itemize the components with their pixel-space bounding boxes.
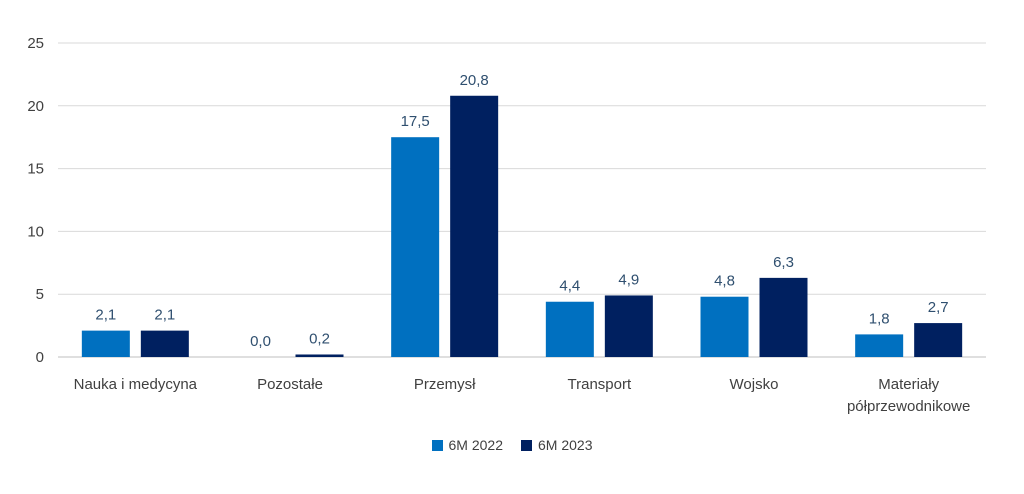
y-tick-label: 25 bbox=[27, 35, 44, 52]
x-tick-label: Transport bbox=[568, 376, 632, 393]
legend: 6M 2022 6M 2023 bbox=[0, 437, 1024, 453]
bar bbox=[450, 95, 499, 357]
legend-label-2022: 6M 2022 bbox=[448, 437, 503, 453]
bar bbox=[914, 323, 963, 357]
bar bbox=[295, 354, 344, 357]
bar bbox=[391, 137, 440, 357]
y-tick-label: 0 bbox=[36, 349, 44, 366]
legend-item-2023: 6M 2023 bbox=[521, 437, 592, 453]
x-tick-label: Wojsko bbox=[730, 376, 779, 393]
data-label: 2,1 bbox=[154, 307, 175, 324]
y-tick-label: 5 bbox=[36, 286, 44, 303]
y-tick-label: 15 bbox=[27, 161, 44, 178]
data-label: 2,1 bbox=[95, 307, 116, 324]
y-tick-label: 10 bbox=[27, 223, 44, 240]
legend-item-2022: 6M 2022 bbox=[431, 437, 503, 453]
data-label: 4,9 bbox=[618, 271, 639, 288]
data-label: 0,2 bbox=[309, 330, 330, 347]
data-label: 4,4 bbox=[559, 278, 580, 295]
x-tick-label: Pozostałe bbox=[257, 376, 323, 393]
data-label: 0,0 bbox=[250, 333, 271, 350]
legend-label-2023: 6M 2023 bbox=[538, 437, 593, 453]
bar bbox=[759, 277, 808, 357]
data-label: 2,7 bbox=[928, 299, 949, 316]
bar bbox=[545, 301, 594, 357]
bar bbox=[604, 295, 653, 357]
data-label: 1,8 bbox=[869, 310, 890, 327]
bar bbox=[855, 334, 904, 357]
data-label: 17,5 bbox=[401, 113, 430, 130]
bar bbox=[700, 296, 749, 357]
x-tick-label: Materiały bbox=[878, 376, 939, 393]
data-label: 4,8 bbox=[714, 273, 735, 290]
bar bbox=[81, 330, 130, 357]
x-tick-label: Nauka i medycyna bbox=[74, 376, 198, 393]
legend-swatch-2022 bbox=[431, 439, 443, 451]
x-tick-label: Przemysł bbox=[414, 376, 476, 393]
x-tick-label: półprzewodnikowe bbox=[847, 398, 970, 415]
data-label: 20,8 bbox=[460, 72, 489, 89]
legend-swatch-2023 bbox=[521, 439, 532, 451]
bar bbox=[140, 330, 189, 357]
y-tick-label: 20 bbox=[27, 98, 44, 115]
data-label: 6,3 bbox=[773, 254, 794, 271]
